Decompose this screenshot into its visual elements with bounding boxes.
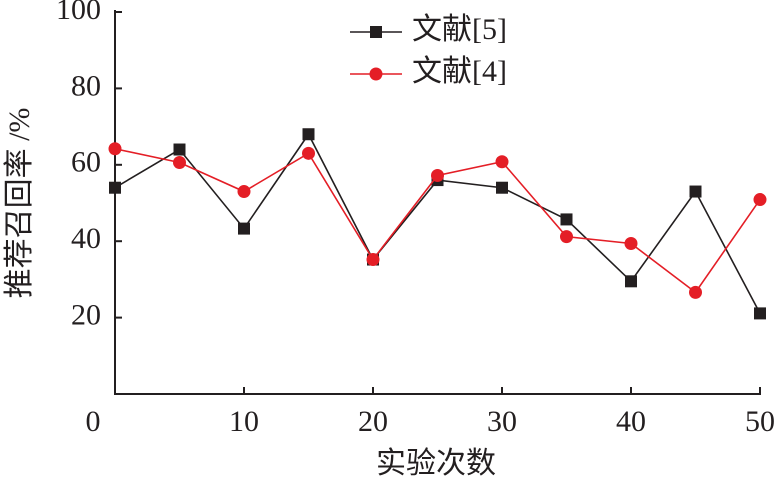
y-tick-label: 20: [71, 298, 101, 331]
data-point: [173, 143, 186, 156]
legend-marker: [369, 67, 383, 81]
data-point: [173, 156, 186, 170]
data-point: [302, 128, 315, 141]
data-point: [496, 181, 508, 194]
data-point: [495, 155, 509, 169]
data-point: [625, 275, 637, 288]
data-point: [560, 213, 573, 226]
data-point: [366, 253, 380, 267]
legend-marker: [370, 26, 382, 38]
data-point: [689, 185, 702, 198]
legend-label: 文献[5]: [412, 13, 507, 46]
x-axis-label: 实验次数: [376, 447, 496, 480]
x-tick-label: 50: [745, 405, 775, 438]
x-tick-label: 20: [358, 405, 388, 438]
data-point: [238, 222, 250, 235]
data-point: [624, 236, 638, 250]
data-point: [560, 230, 573, 244]
legend-label: 文献[4]: [412, 55, 507, 88]
x-tick-label: 0: [86, 405, 101, 438]
x-tick-label: 40: [616, 405, 646, 438]
y-tick-label: 40: [71, 222, 101, 255]
x-tick-label: 30: [487, 405, 517, 438]
data-point: [431, 168, 444, 182]
series-line: [114, 132, 761, 314]
data-point: [689, 285, 702, 299]
x-tick-label: 10: [229, 405, 259, 438]
y-tick-label: 80: [71, 69, 101, 102]
data-point: [108, 142, 122, 156]
data-point: [753, 193, 767, 207]
data-point: [754, 307, 766, 320]
y-axis-label: 推荐召回率 /%: [3, 108, 36, 299]
data-point: [109, 181, 121, 194]
data-point: [302, 146, 315, 160]
y-tick-label: 100: [56, 0, 101, 26]
y-tick-label: 60: [71, 146, 101, 179]
data-point: [237, 185, 251, 199]
